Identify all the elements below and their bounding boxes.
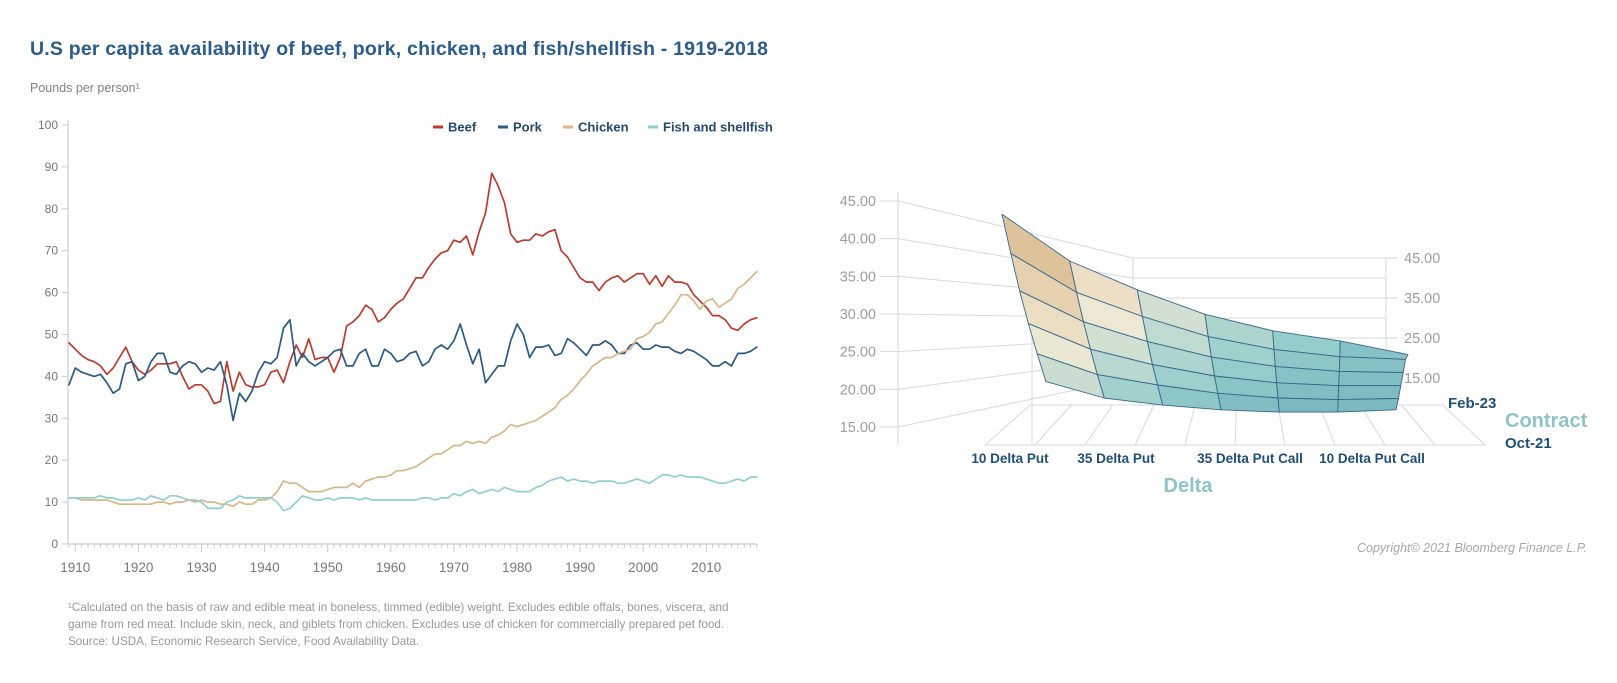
z-tick-label-right: 35.00 (1404, 291, 1440, 307)
delta-category-label: 35 Delta Put (1077, 451, 1155, 466)
y-tick-label: 90 (45, 160, 59, 174)
y-tick-label: 60 (45, 286, 59, 300)
series-line-chicken (68, 270, 758, 508)
z-tick-label-left: 30.00 (840, 307, 876, 323)
footnote-line-3: Source: USDA, Economic Research Service,… (68, 635, 420, 648)
y-axis-units-label: Pounds per person¹ (30, 81, 140, 95)
footnote-line-2: game from red meat. Include skin, neck, … (68, 618, 725, 631)
surface-cell (1277, 397, 1339, 413)
series-line-beef (68, 172, 758, 405)
surface-cell (1338, 356, 1407, 374)
x-tick-label: 1940 (250, 560, 280, 575)
z-tick-label-left: 35.00 (840, 269, 876, 285)
x-tick-label: 1930 (186, 560, 216, 575)
surface-cell (1337, 398, 1399, 413)
delta-category-label: 10 Delta Put Call (1319, 451, 1425, 466)
x-tick-label: 1960 (376, 560, 406, 575)
z-tick-label-left: 45.00 (840, 194, 876, 210)
z-tick-label-left: 20.00 (840, 382, 876, 398)
x-tick-label: 2000 (628, 560, 658, 575)
contract-back-label: Feb-23 (1448, 395, 1496, 412)
series-line-fish-and-shellfish (68, 474, 758, 512)
x-tick-label: 1970 (439, 560, 469, 575)
z-tick-label-right: 45.00 (1404, 251, 1440, 267)
legend-label: Fish and shellfish (663, 120, 773, 135)
contract-axis-title: Contract (1505, 410, 1588, 432)
delta-category-label: 10 Delta Put (971, 451, 1049, 466)
y-tick-label: 100 (38, 118, 58, 132)
surface-cell (1276, 382, 1340, 401)
y-tick-label: 80 (45, 202, 59, 216)
y-tick-label: 30 (45, 411, 59, 425)
x-tick-label: 1910 (60, 560, 90, 575)
y-tick-label: 10 (45, 495, 59, 509)
y-tick-label: 50 (45, 328, 59, 342)
contract-front-label: Oct-21 (1505, 435, 1552, 452)
x-tick-label: 2010 (691, 560, 721, 575)
legend-label: Beef (448, 120, 477, 135)
z-tick-label-left: 15.00 (840, 420, 876, 436)
x-tick-label: 1920 (123, 560, 153, 575)
legend-label: Chicken (578, 120, 629, 135)
y-tick-label: 70 (45, 244, 59, 258)
y-tick-label: 0 (51, 537, 58, 551)
series-line-pork (68, 318, 758, 422)
x-tick-label: 1980 (502, 560, 532, 575)
delta-axis-title: Delta (1164, 475, 1214, 497)
surface-cell (1338, 370, 1404, 387)
page-title: U.S per capita availability of beef, por… (30, 38, 769, 60)
z-tick-label-left: 25.00 (840, 345, 876, 361)
surface-cell (1337, 385, 1402, 401)
footnote-line-1: ¹Calculated on the basis of raw and edib… (68, 601, 729, 614)
surface-cell (1339, 340, 1409, 360)
z-tick-label-right: 25.00 (1404, 331, 1440, 347)
z-tick-label-left: 40.00 (840, 232, 876, 248)
legend-label: Pork (513, 120, 543, 135)
x-tick-label: 1990 (565, 560, 595, 575)
y-tick-label: 20 (45, 453, 59, 467)
y-tick-label: 40 (45, 369, 59, 383)
z-tick-label-right: 15.00 (1404, 371, 1440, 387)
copyright-notice: Copyright© 2021 Bloomberg Finance L.P. (1357, 541, 1587, 555)
delta-category-label: 35 Delta Put Call (1197, 451, 1303, 466)
x-tick-label: 1950 (313, 560, 343, 575)
footnote: ¹Calculated on the basis of raw and edib… (68, 599, 748, 650)
